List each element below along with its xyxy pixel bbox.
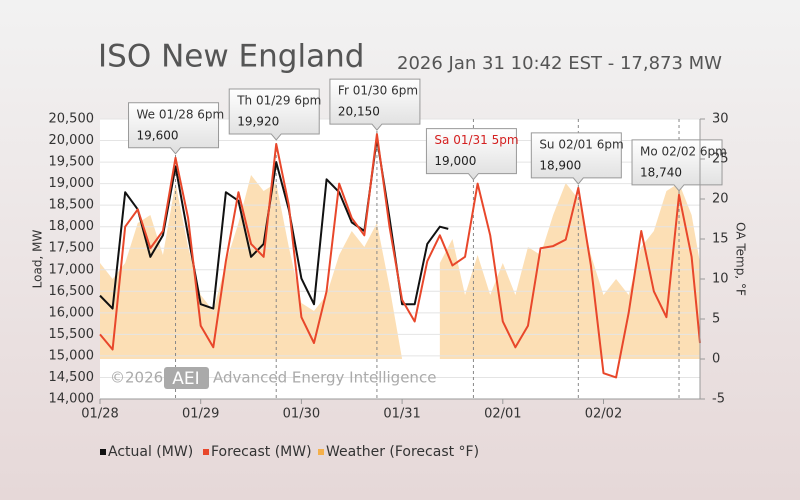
y-tick-label: 16,500 — [49, 284, 95, 299]
legend-label: Forecast (MW) — [211, 444, 312, 460]
x-tick-label: 01/31 — [383, 407, 420, 422]
annotation-value: 19,920 — [237, 114, 279, 128]
y2-tick-label: 20 — [712, 192, 729, 207]
y2-tick-label: 10 — [712, 272, 729, 287]
annotation-title: Mo 02/02 6pm — [640, 144, 727, 158]
annotation-value: 18,900 — [539, 158, 581, 172]
x-tick-label: 01/30 — [283, 407, 320, 422]
y-tick-label: 20,500 — [49, 112, 95, 127]
legend-swatch — [100, 449, 106, 455]
annotation-title: We 01/28 6pm — [137, 107, 225, 121]
watermark-logo-box — [164, 367, 209, 389]
annotation-title: Su 02/01 6pm — [539, 137, 623, 151]
annotation-value: 19,600 — [137, 128, 179, 142]
y2-tick-label: -5 — [712, 392, 725, 407]
y-tick-label: 18,500 — [49, 198, 95, 213]
y2-tick-label: 30 — [712, 112, 729, 127]
y-tick-label: 15,500 — [49, 327, 95, 342]
annotation-box — [530, 132, 622, 185]
y-tick-label: 19,000 — [49, 176, 95, 191]
legend-label: Actual (MW) — [108, 444, 193, 460]
annotation-value: 19,000 — [434, 154, 476, 168]
y2-axis-title: OA Temp, °F — [734, 222, 748, 296]
annotation-value: 18,740 — [640, 165, 682, 179]
y-tick-label: 19,500 — [49, 155, 95, 170]
chart-subtitle: 2026 Jan 31 10:42 EST - 17,873 MW — [397, 53, 722, 74]
annotation-title: Sa 01/31 5pm — [434, 133, 518, 147]
legend-label: Weather (Forecast °F) — [326, 444, 479, 460]
chart-title: ISO New England — [98, 39, 364, 75]
y2-tick-label: 5 — [712, 312, 720, 327]
x-tick-label: 02/01 — [484, 407, 521, 422]
y2-tick-label: 15 — [712, 232, 729, 247]
legend-swatch — [203, 449, 209, 455]
y2-tick-label: 0 — [712, 352, 720, 367]
x-tick-label: 02/02 — [585, 407, 622, 422]
legend-swatch — [318, 449, 324, 455]
annotation-box — [128, 102, 220, 155]
y-tick-label: 20,000 — [49, 133, 95, 148]
y-tick-label: 16,000 — [49, 305, 95, 320]
y-tick-label: 15,000 — [49, 348, 95, 363]
y-tick-label: 18,000 — [49, 219, 95, 234]
y-tick-label: 14,000 — [49, 392, 95, 407]
annotation-box — [228, 88, 320, 141]
y2-tick-label: 25 — [712, 152, 729, 167]
series-line — [99, 133, 701, 379]
annotation-value: 20,150 — [338, 105, 380, 119]
y-tick-label: 17,500 — [49, 241, 95, 256]
y-tick-label: 17,000 — [49, 262, 95, 277]
annotation-title: Fr 01/30 6pm — [338, 84, 418, 98]
watermark-copyright: ©2026 — [110, 369, 163, 387]
annotation-box — [329, 78, 421, 131]
annotation-title: Th 01/29 6pm — [236, 93, 321, 107]
annotation-box — [425, 128, 517, 181]
y-axis-title: Load, MW — [31, 230, 45, 289]
watermark-text: Advanced Energy Intelligence — [213, 369, 436, 387]
x-tick-label: 01/28 — [81, 407, 118, 422]
watermark-logo: AEI — [172, 369, 199, 389]
x-tick-label: 01/29 — [182, 407, 219, 422]
y-tick-label: 14,500 — [49, 370, 95, 385]
